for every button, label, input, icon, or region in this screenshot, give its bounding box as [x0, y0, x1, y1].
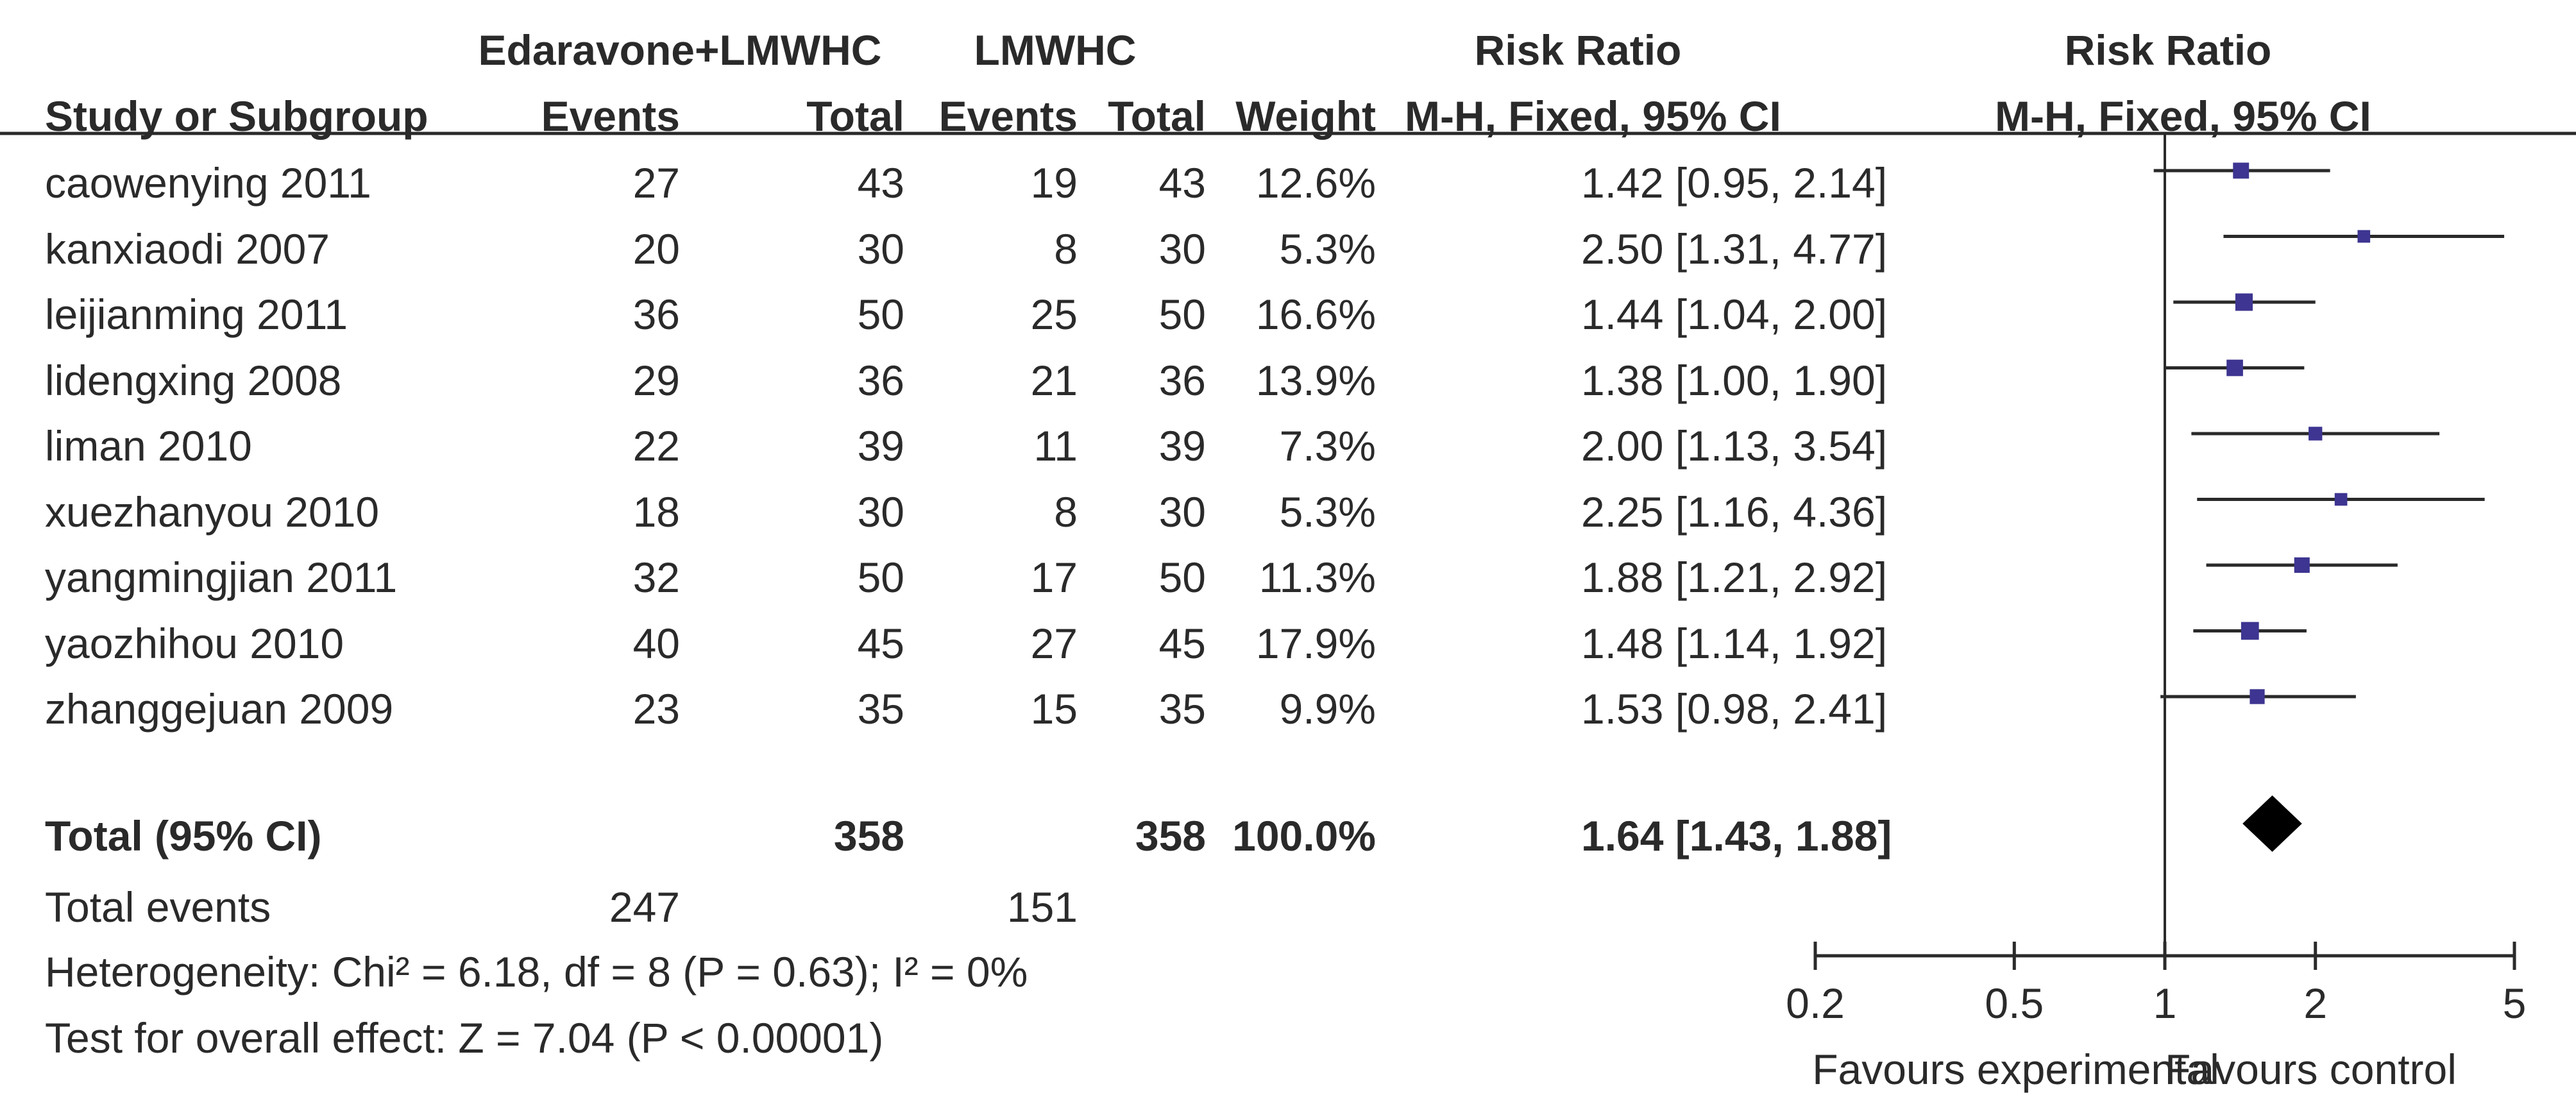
study-marker	[2233, 162, 2250, 179]
row-events1: 22	[632, 422, 680, 470]
row-total1: 35	[857, 685, 904, 733]
row-total2: 50	[1158, 554, 1206, 601]
row-events1: 18	[632, 488, 680, 536]
row-events2: 15	[1030, 685, 1078, 733]
row-events2: 8	[1054, 488, 1078, 536]
total-row-total2: 358	[1135, 812, 1206, 860]
study-marker	[2357, 230, 2371, 243]
study-marker	[2241, 622, 2259, 640]
row-total2: 35	[1158, 685, 1206, 733]
row-total2: 39	[1158, 422, 1206, 470]
row-weight: 12.6%	[1255, 159, 1376, 207]
row-weight: 5.3%	[1279, 488, 1376, 536]
study-marker	[2226, 359, 2243, 377]
row-events2: 27	[1030, 619, 1078, 667]
row-events2: 19	[1030, 159, 1078, 207]
row-weight: 9.9%	[1279, 685, 1376, 733]
row-events2: 21	[1030, 356, 1078, 404]
row-total2: 30	[1158, 225, 1206, 273]
row-total2: 50	[1158, 291, 1206, 338]
x-tick-label: 2	[2303, 980, 2327, 1027]
row-events1: 40	[632, 619, 680, 667]
row-events2: 8	[1054, 225, 1078, 273]
row-events1: 29	[632, 356, 680, 404]
row-study: kanxiaodi 2007	[45, 225, 330, 273]
total2-column-header: Total	[1108, 92, 1206, 140]
total1-column-header: Total	[806, 92, 904, 140]
row-total1: 43	[857, 159, 904, 207]
row-total1: 50	[857, 291, 904, 338]
row-total2: 45	[1158, 619, 1206, 667]
risk-ratio-text-header: Risk Ratio	[1474, 26, 1682, 74]
total-row-weight: 100.0%	[1232, 812, 1376, 860]
row-weight: 17.9%	[1255, 619, 1376, 667]
row-weight: 11.3%	[1258, 554, 1376, 601]
row-weight: 5.3%	[1279, 225, 1376, 273]
row-study: yangmingjian 2011	[45, 554, 398, 601]
row-weight: 7.3%	[1279, 422, 1376, 470]
row-events1: 23	[632, 685, 680, 733]
row-total1: 39	[857, 422, 904, 470]
row-events1: 32	[632, 554, 680, 601]
x-tick-label: 5	[2503, 980, 2527, 1027]
total-row-label: Total (95% CI)	[45, 812, 322, 860]
row-total2: 30	[1158, 488, 1206, 536]
weight-column-header: Weight	[1235, 92, 1376, 140]
method-text-column-header: M-H, Fixed, 95% CI	[1405, 92, 1781, 140]
row-study: lidengxing 2008	[45, 356, 342, 404]
study-marker	[2309, 427, 2323, 441]
group2-header: LMWHC	[974, 26, 1137, 74]
row-study: caowenying 2011	[45, 159, 371, 207]
study-column-header: Study or Subgroup	[45, 92, 428, 140]
row-events1: 20	[632, 225, 680, 273]
study-marker	[2334, 493, 2348, 506]
events2-column-header: Events	[938, 92, 1078, 140]
row-weight: 16.6%	[1255, 291, 1376, 338]
events1-column-header: Events	[541, 92, 680, 140]
row-study: zhanggejuan 2009	[45, 685, 394, 733]
total-events-label: Total events	[45, 883, 271, 931]
pooled-diamond	[2242, 795, 2302, 852]
row-events2: 11	[1033, 422, 1078, 470]
x-tick-label: 0.5	[1985, 980, 2044, 1027]
row-total1: 45	[857, 619, 904, 667]
risk-ratio-plot-header: Risk Ratio	[2064, 26, 2272, 74]
row-study: xuezhanyou 2010	[45, 488, 380, 536]
row-events2: 25	[1030, 291, 1078, 338]
study-marker	[2294, 557, 2310, 573]
row-total2: 36	[1158, 356, 1206, 404]
row-events1: 36	[632, 291, 680, 338]
row-weight: 13.9%	[1255, 356, 1376, 404]
row-total1: 30	[857, 488, 904, 536]
row-total1: 50	[857, 554, 904, 601]
row-total1: 30	[857, 225, 904, 273]
row-study: liman 2010	[45, 422, 252, 470]
overall-effect-text: Test for overall effect: Z = 7.04 (P < 0…	[45, 1014, 884, 1062]
x-tick-label: 1	[2153, 980, 2177, 1027]
total-row-total1: 358	[833, 812, 904, 860]
favours-control-label: Favours control	[2165, 1046, 2457, 1093]
row-study: leijianming 2011	[45, 291, 348, 338]
row-events1: 27	[632, 159, 680, 207]
row-study: yaozhihou 2010	[45, 619, 344, 667]
x-tick-label: 0.2	[1786, 980, 1845, 1027]
row-total1: 36	[857, 356, 904, 404]
row-total2: 43	[1158, 159, 1206, 207]
total-events-group2: 151	[1006, 883, 1078, 931]
study-marker	[2235, 293, 2253, 311]
method-plot-column-header: M-H, Fixed, 95% CI	[1995, 92, 2371, 140]
study-marker	[2250, 689, 2265, 704]
favours-experimental-label: Favours experimental	[1812, 1046, 2219, 1093]
group1-header: Edaravone+LMWHC	[478, 26, 882, 74]
row-events2: 17	[1030, 554, 1078, 601]
heterogeneity-text: Heterogeneity: Chi² = 6.18, df = 8 (P = …	[45, 948, 1028, 996]
total-events-group1: 247	[609, 883, 680, 931]
